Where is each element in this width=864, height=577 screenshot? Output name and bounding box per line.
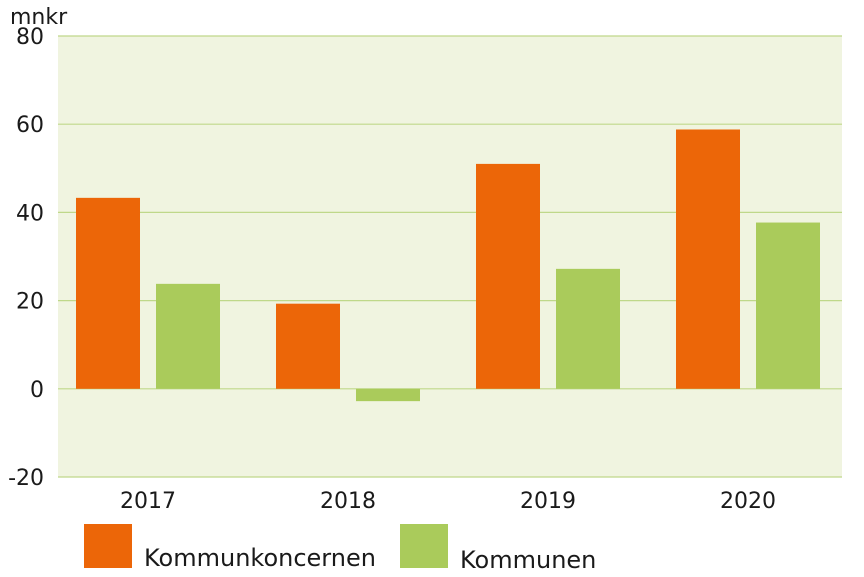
x-category-label: 2019	[520, 489, 576, 514]
y-tick-label: 80	[16, 25, 44, 50]
y-tick-label: 0	[30, 378, 44, 403]
y-axis-ticks: -20 0 20 40 60 80	[8, 25, 44, 491]
y-axis-unit-label: mnkr	[10, 5, 68, 30]
legend: Kommunkoncernen Kommunen	[84, 524, 596, 574]
bar-kommunkoncernen-2019	[476, 163, 540, 389]
bars	[76, 129, 820, 402]
legend-swatch-kommunen	[400, 524, 448, 568]
bar-kommunen-2017	[156, 283, 220, 389]
bar-kommunkoncernen-2020	[676, 129, 740, 389]
bar-kommunkoncernen-2018	[276, 303, 340, 389]
y-tick-label: -20	[8, 466, 44, 491]
bar-kommunen-2019	[556, 268, 620, 389]
bar-kommunkoncernen-2017	[76, 197, 140, 389]
bar-kommunen-2020	[756, 222, 820, 389]
bar-kommunen-2018	[356, 388, 420, 402]
legend-label-kommunen: Kommunen	[460, 546, 596, 574]
y-tick-label: 60	[16, 113, 44, 138]
legend-swatch-kommunkoncernen	[84, 524, 132, 568]
x-axis-categories: 2017 2018 2019 2020	[120, 489, 776, 514]
x-category-label: 2018	[320, 489, 376, 514]
x-category-label: 2020	[720, 489, 776, 514]
y-tick-label: 40	[16, 201, 44, 226]
legend-label-kommunkoncernen: Kommunkoncernen	[144, 544, 376, 572]
y-tick-label: 20	[16, 290, 44, 315]
x-category-label: 2017	[120, 489, 176, 514]
